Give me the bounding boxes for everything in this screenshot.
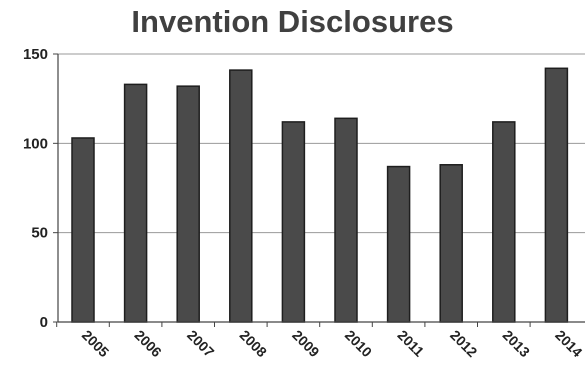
y-axis: 0 50 100 150	[23, 46, 59, 331]
x-tick-label-2005: 2005	[79, 327, 112, 360]
y-tick-label-0: 0	[40, 314, 48, 331]
bar-2014	[544, 67, 569, 323]
bar-2011	[386, 165, 411, 323]
x-tick-label-2011: 2011	[394, 327, 427, 360]
bars	[71, 67, 569, 323]
x-tick-label-2013: 2013	[500, 327, 533, 360]
bar-2005	[71, 137, 95, 323]
x-tick-label-2010: 2010	[342, 327, 375, 360]
x-axis: 2005 2006 2007 2008 2009 2010 2011 2012 2013 2014	[56, 321, 585, 360]
bar-2013	[492, 121, 516, 323]
x-tick-label-2009: 2009	[289, 327, 322, 360]
x-tick-label-2014: 2014	[552, 327, 585, 360]
y-tick-label-50: 50	[31, 225, 48, 242]
bar-2008	[229, 69, 253, 323]
bar-2009	[281, 121, 306, 323]
x-tick-label-2006: 2006	[131, 327, 164, 360]
x-tick-label-2012: 2012	[447, 327, 480, 360]
x-tick-label-2008: 2008	[237, 327, 270, 360]
bar-2010	[334, 117, 358, 323]
y-tick-label-100: 100	[23, 135, 48, 152]
bar-2007	[176, 85, 200, 323]
y-tick-label-150: 150	[23, 46, 48, 63]
x-tick-label-2007: 2007	[184, 327, 217, 360]
bar-2012	[439, 164, 463, 323]
chart-title: Invention Disclosures	[131, 4, 454, 39]
bar-2006	[123, 83, 148, 323]
